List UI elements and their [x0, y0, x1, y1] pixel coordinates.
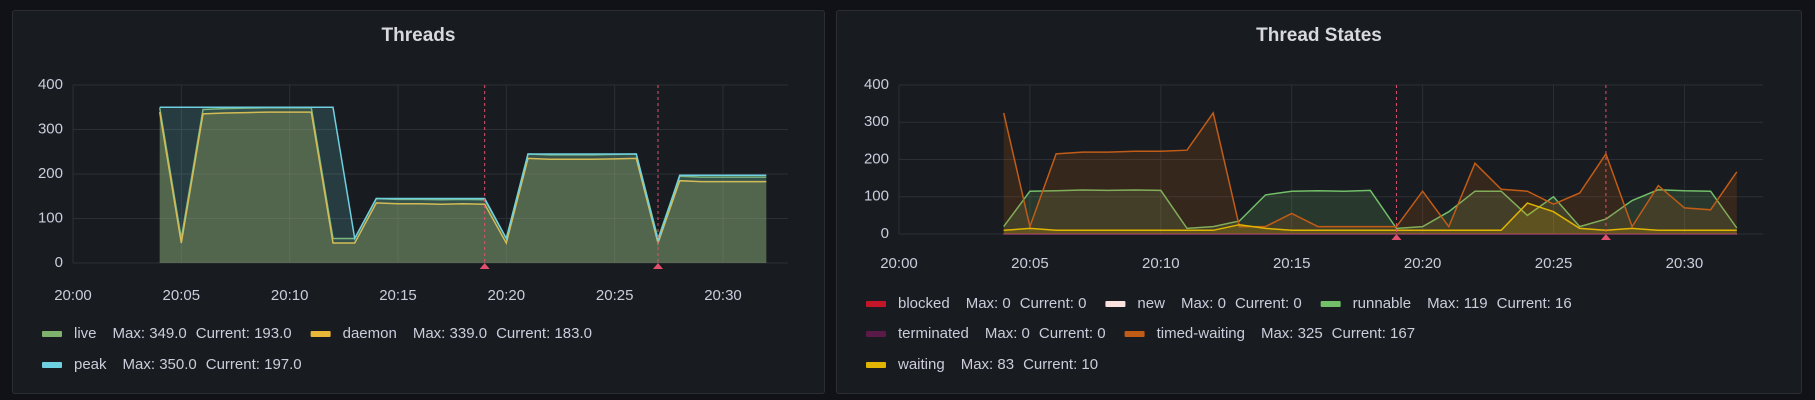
annotation-marker — [479, 263, 490, 269]
x-tick-label: 20:20 — [488, 287, 526, 304]
legend-label: runnable — [1353, 295, 1411, 312]
legend-stat: Current: 167 — [1332, 325, 1415, 342]
legend-swatch — [42, 331, 62, 337]
legend-stat: Current: 0 — [1039, 325, 1106, 342]
x-tick-label: 20:20 — [1404, 255, 1442, 272]
area — [1003, 112, 1737, 234]
legend-label: new — [1137, 295, 1165, 312]
legend-stat: Max: 325 — [1261, 325, 1323, 342]
x-tick-label: 20:30 — [704, 287, 742, 304]
legend-label: blocked — [898, 295, 950, 312]
legend-swatch — [310, 331, 331, 337]
y-tick-label: 200 — [864, 150, 889, 167]
x-tick-label: 20:30 — [1666, 255, 1704, 272]
line — [1003, 188, 1738, 230]
line — [1003, 202, 1737, 232]
legend-stat: Current: 10 — [1023, 356, 1098, 373]
legend-swatch — [1124, 331, 1145, 337]
legend-stat: Current: 0 — [1235, 295, 1302, 312]
y-tick-label: 200 — [38, 165, 63, 182]
legend-swatch — [866, 331, 886, 337]
legend-stat: Max: 0 — [966, 295, 1011, 312]
legend-stat: Max: 83 — [961, 356, 1014, 373]
chart: Threads 0 100 200 300 400 20:00 20:05 20:10 20:15… — [38, 25, 788, 373]
y-tick-label: 100 — [864, 188, 889, 205]
panel: Thread States 0 100 200 300 400 20:00 20:05 20:1… — [836, 10, 1802, 394]
area — [1003, 203, 1737, 234]
legend-swatch — [1320, 301, 1341, 307]
legend-swatch — [1105, 301, 1126, 307]
y-tick-label: 400 — [38, 76, 63, 93]
legend-stat: Max: 119 — [1427, 295, 1488, 312]
x-tick-label: 20:05 — [163, 287, 201, 304]
panel: Threads 0 100 200 300 400 20:00 20:05 20:10 20:15… — [12, 10, 825, 394]
line — [159, 106, 767, 244]
line — [158, 111, 767, 246]
legend-stat: Max: 350.0 — [123, 356, 197, 373]
x-tick-label: 20:25 — [596, 287, 634, 304]
legend-label: waiting — [897, 356, 945, 373]
legend-stat: Current: 197.0 — [206, 356, 302, 373]
legend-stat: Current: 16 — [1497, 295, 1572, 312]
legend-label: peak — [74, 356, 107, 373]
x-tick-label: 20:10 — [1142, 255, 1180, 272]
legend-stat: Max: 349.0 — [113, 325, 187, 342]
legend-stat: Current: 193.0 — [196, 325, 292, 342]
legend-stat: Current: 0 — [1020, 295, 1087, 312]
area — [1003, 189, 1737, 234]
annotation-marker — [1391, 234, 1402, 240]
legend-label: timed-waiting — [1157, 325, 1245, 342]
x-tick-label: 20:15 — [379, 287, 417, 304]
chart: Thread States 0 100 200 300 400 20:00 20:05 20:1… — [864, 25, 1763, 373]
y-tick-label: 300 — [38, 120, 63, 137]
panel-title: Thread States — [1256, 25, 1382, 46]
area — [159, 107, 767, 263]
y-tick-label: 0 — [55, 254, 63, 271]
legend-swatch — [42, 362, 62, 368]
legend-stat: Max: 339.0 — [413, 325, 487, 342]
x-tick-label: 20:10 — [271, 287, 309, 304]
legend-stat: Max: 0 — [985, 325, 1030, 342]
y-tick-label: 400 — [864, 76, 889, 93]
legend-label: daemon — [343, 325, 397, 342]
legend-stat: Current: 183.0 — [496, 325, 592, 342]
area — [159, 112, 767, 263]
legend-label: live — [74, 325, 97, 342]
y-tick-label: 300 — [864, 113, 889, 130]
y-tick-label: 100 — [38, 209, 63, 226]
legend-stat: Max: 0 — [1181, 295, 1226, 312]
line — [1002, 111, 1738, 230]
x-tick-label: 20:00 — [54, 287, 92, 304]
legend-swatch — [866, 362, 886, 368]
annotation-marker — [1600, 234, 1611, 240]
x-tick-label: 20:25 — [1535, 255, 1573, 272]
legend-label: terminated — [898, 325, 969, 342]
area — [159, 107, 767, 263]
x-tick-label: 20:15 — [1273, 255, 1311, 272]
legend-swatch — [866, 301, 886, 307]
annotation-marker — [653, 263, 663, 269]
panel-title: Threads — [382, 25, 456, 46]
x-tick-label: 20:05 — [1011, 255, 1049, 272]
x-tick-label: 20:00 — [880, 255, 918, 272]
y-tick-label: 0 — [881, 225, 889, 242]
